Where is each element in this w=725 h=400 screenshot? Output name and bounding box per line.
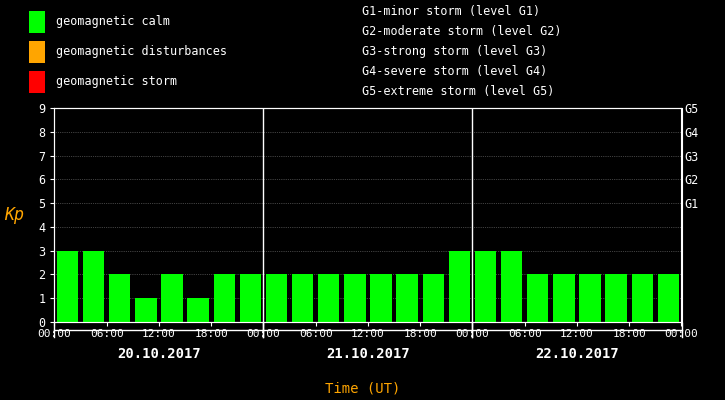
Bar xyxy=(501,251,523,322)
Bar xyxy=(631,274,653,322)
Bar xyxy=(135,298,157,322)
Text: G1-minor storm (level G1): G1-minor storm (level G1) xyxy=(362,5,541,18)
Bar xyxy=(397,274,418,322)
Bar xyxy=(161,274,183,322)
Text: G5-extreme storm (level G5): G5-extreme storm (level G5) xyxy=(362,85,555,98)
Bar xyxy=(29,41,45,63)
Text: geomagnetic storm: geomagnetic storm xyxy=(56,76,177,88)
Text: G4-severe storm (level G4): G4-severe storm (level G4) xyxy=(362,65,548,78)
Text: Time (UT): Time (UT) xyxy=(325,382,400,396)
Bar xyxy=(318,274,339,322)
Bar xyxy=(579,274,601,322)
Text: 20.10.2017: 20.10.2017 xyxy=(117,347,201,361)
Text: geomagnetic disturbances: geomagnetic disturbances xyxy=(56,46,227,58)
Bar xyxy=(292,274,313,322)
Bar xyxy=(109,274,130,322)
Bar xyxy=(423,274,444,322)
Bar xyxy=(83,251,104,322)
Bar xyxy=(266,274,287,322)
Text: G2-moderate storm (level G2): G2-moderate storm (level G2) xyxy=(362,25,562,38)
Bar xyxy=(553,274,575,322)
Bar xyxy=(344,274,365,322)
Bar xyxy=(658,274,679,322)
Bar xyxy=(29,71,45,93)
Bar xyxy=(449,251,470,322)
Text: 22.10.2017: 22.10.2017 xyxy=(535,347,619,361)
Bar xyxy=(213,274,235,322)
Bar xyxy=(475,251,496,322)
Text: geomagnetic calm: geomagnetic calm xyxy=(56,16,170,28)
Bar xyxy=(29,11,45,33)
Bar xyxy=(527,274,549,322)
Bar xyxy=(370,274,392,322)
Text: 21.10.2017: 21.10.2017 xyxy=(326,347,410,361)
Bar xyxy=(240,274,261,322)
Bar xyxy=(605,274,627,322)
Bar xyxy=(187,298,209,322)
Bar xyxy=(57,251,78,322)
Text: Kp: Kp xyxy=(4,206,24,224)
Text: G3-strong storm (level G3): G3-strong storm (level G3) xyxy=(362,45,548,58)
